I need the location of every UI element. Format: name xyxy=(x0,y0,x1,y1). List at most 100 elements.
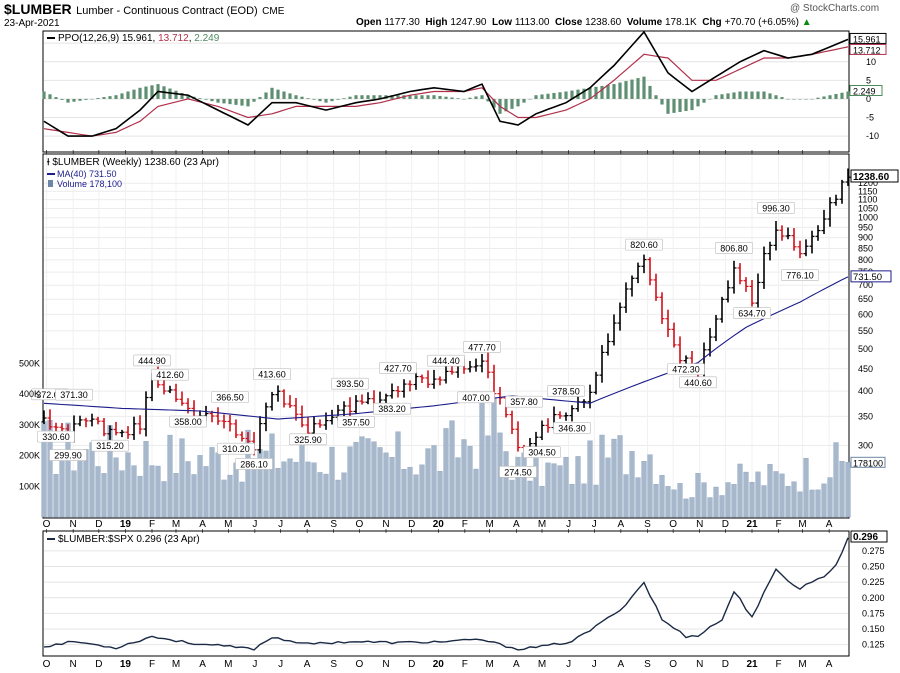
x-axis-label: A xyxy=(513,519,520,530)
x-axis-label: J xyxy=(278,659,283,670)
volume-label: Volume xyxy=(626,17,663,28)
annotation-box xyxy=(379,362,417,374)
volume-bar xyxy=(287,458,293,518)
volume-bar xyxy=(407,466,413,518)
annotation-box xyxy=(331,377,369,390)
volume-bar xyxy=(89,442,95,518)
price-annotation: 366.50 xyxy=(211,391,249,403)
hist-tag-box xyxy=(849,85,883,96)
ppo-histogram-bar xyxy=(150,85,154,99)
ppo-histogram-bar xyxy=(366,95,370,99)
close-label: Close xyxy=(555,17,583,28)
volume-bar xyxy=(641,461,647,518)
ratio-line xyxy=(43,537,849,651)
volume-bar xyxy=(587,440,593,518)
volume-bar xyxy=(839,461,845,518)
ratio-axis-tick: 0.125 xyxy=(862,640,885,650)
x-axis-label: O xyxy=(669,659,677,670)
ppo-histogram-bar xyxy=(354,95,358,99)
price-annotation: 407.00 xyxy=(457,391,495,404)
price-annotation: 427.70 xyxy=(379,362,417,374)
volume-bar xyxy=(461,439,467,518)
volume-bar xyxy=(701,482,707,518)
volume-bar xyxy=(371,441,377,518)
ppo-tag-box xyxy=(849,32,887,44)
high-label: High xyxy=(425,17,448,28)
annotation-label: 820.60 xyxy=(630,240,658,250)
x-axis-label: D xyxy=(722,519,729,530)
volume-bar xyxy=(731,484,737,518)
ppo-histogram-bar xyxy=(264,92,268,99)
ppo-histogram-bar xyxy=(792,98,796,100)
price-annotation: 274.50 xyxy=(499,466,537,478)
x-axis-label: A xyxy=(199,659,206,670)
volume-axis-tick: 300K xyxy=(19,420,40,430)
x-axis-label: D xyxy=(722,659,729,670)
ppo-histogram-bar xyxy=(90,98,94,100)
ppo-histogram-bar xyxy=(738,91,742,99)
annotation-label: 357.50 xyxy=(342,417,370,427)
volume-axis-tick: 400K xyxy=(19,389,40,399)
volume-bar xyxy=(263,450,269,518)
volume-bar xyxy=(95,466,101,518)
volume-bar xyxy=(389,457,395,518)
ppo-histogram-bar xyxy=(654,95,658,99)
volume-bar xyxy=(179,438,185,518)
volume-bar xyxy=(479,397,485,518)
annotation-box xyxy=(49,449,87,461)
ppo-histogram-bar xyxy=(186,95,190,99)
x-axis-label: M xyxy=(172,519,180,530)
annotation-label: 634.70 xyxy=(738,309,766,319)
volume-bar xyxy=(845,462,851,518)
volume-bar xyxy=(653,483,659,518)
volume-bar xyxy=(749,481,755,518)
volume-bar xyxy=(251,464,257,518)
volume-bar xyxy=(233,462,239,518)
volume-bar xyxy=(827,477,833,518)
ppo-legend: PPO(12,26,9) 15.961, 13.712, 2.249 xyxy=(47,33,220,44)
volume-bar xyxy=(191,474,197,518)
ppo-histogram-bar xyxy=(450,97,454,99)
volume-bar xyxy=(557,465,563,518)
high-value: 1247.90 xyxy=(450,17,487,28)
volume-value: 178.1K xyxy=(664,17,697,28)
volume-bar xyxy=(431,445,437,518)
x-axis-label: J xyxy=(566,519,571,530)
x-axis-label: F xyxy=(149,519,155,530)
chart-header-line1: $LUMBER Lumber - Continuous Contract (EO… xyxy=(4,1,284,19)
ppo-histogram-bar xyxy=(708,98,712,100)
annotation-box xyxy=(733,307,771,320)
price-legend-title: ⟊ $LUMBER (Weekly) 1238.60 (23 Apr) xyxy=(47,157,219,168)
price-axis-tick: 700 xyxy=(858,280,873,290)
x-axis-label: N xyxy=(696,659,703,670)
x-axis-label: A xyxy=(304,519,311,530)
annotation-box xyxy=(553,422,591,434)
ppo-histogram-bar xyxy=(438,95,442,99)
annotation-box xyxy=(547,385,585,397)
annotation-box xyxy=(373,402,411,415)
ppo-histogram-bar xyxy=(258,97,262,99)
x-axis-label: M xyxy=(486,659,494,670)
ppo-histogram-bar xyxy=(588,87,592,99)
ppo-histogram-bar xyxy=(726,93,730,99)
ppo-histogram-bar xyxy=(636,78,640,99)
price-annotation: 412.60 xyxy=(151,368,189,381)
ppo-histogram-bar xyxy=(78,98,82,101)
ppo-histogram-bar xyxy=(420,95,424,99)
ppo-histogram-bar xyxy=(330,98,334,102)
x-axis-label: F xyxy=(462,659,468,670)
ppo-histogram-bar xyxy=(144,86,148,99)
price-axis-tick: 650 xyxy=(858,294,873,304)
price-axis-tick: 300 xyxy=(858,441,873,451)
x-axis-label: S xyxy=(330,519,337,530)
ppo-histogram-bar xyxy=(546,93,550,99)
ppo-histogram-bar xyxy=(684,98,688,112)
annotation-box xyxy=(781,269,819,281)
x-axis-label: N xyxy=(696,519,703,530)
ppo-histogram-bar xyxy=(48,94,52,99)
volume-bar xyxy=(515,456,521,518)
volume-bar xyxy=(521,452,527,518)
volume-bar xyxy=(155,465,161,518)
ppo-histogram-bar xyxy=(822,96,826,99)
ppo-histogram-bar xyxy=(528,98,532,100)
